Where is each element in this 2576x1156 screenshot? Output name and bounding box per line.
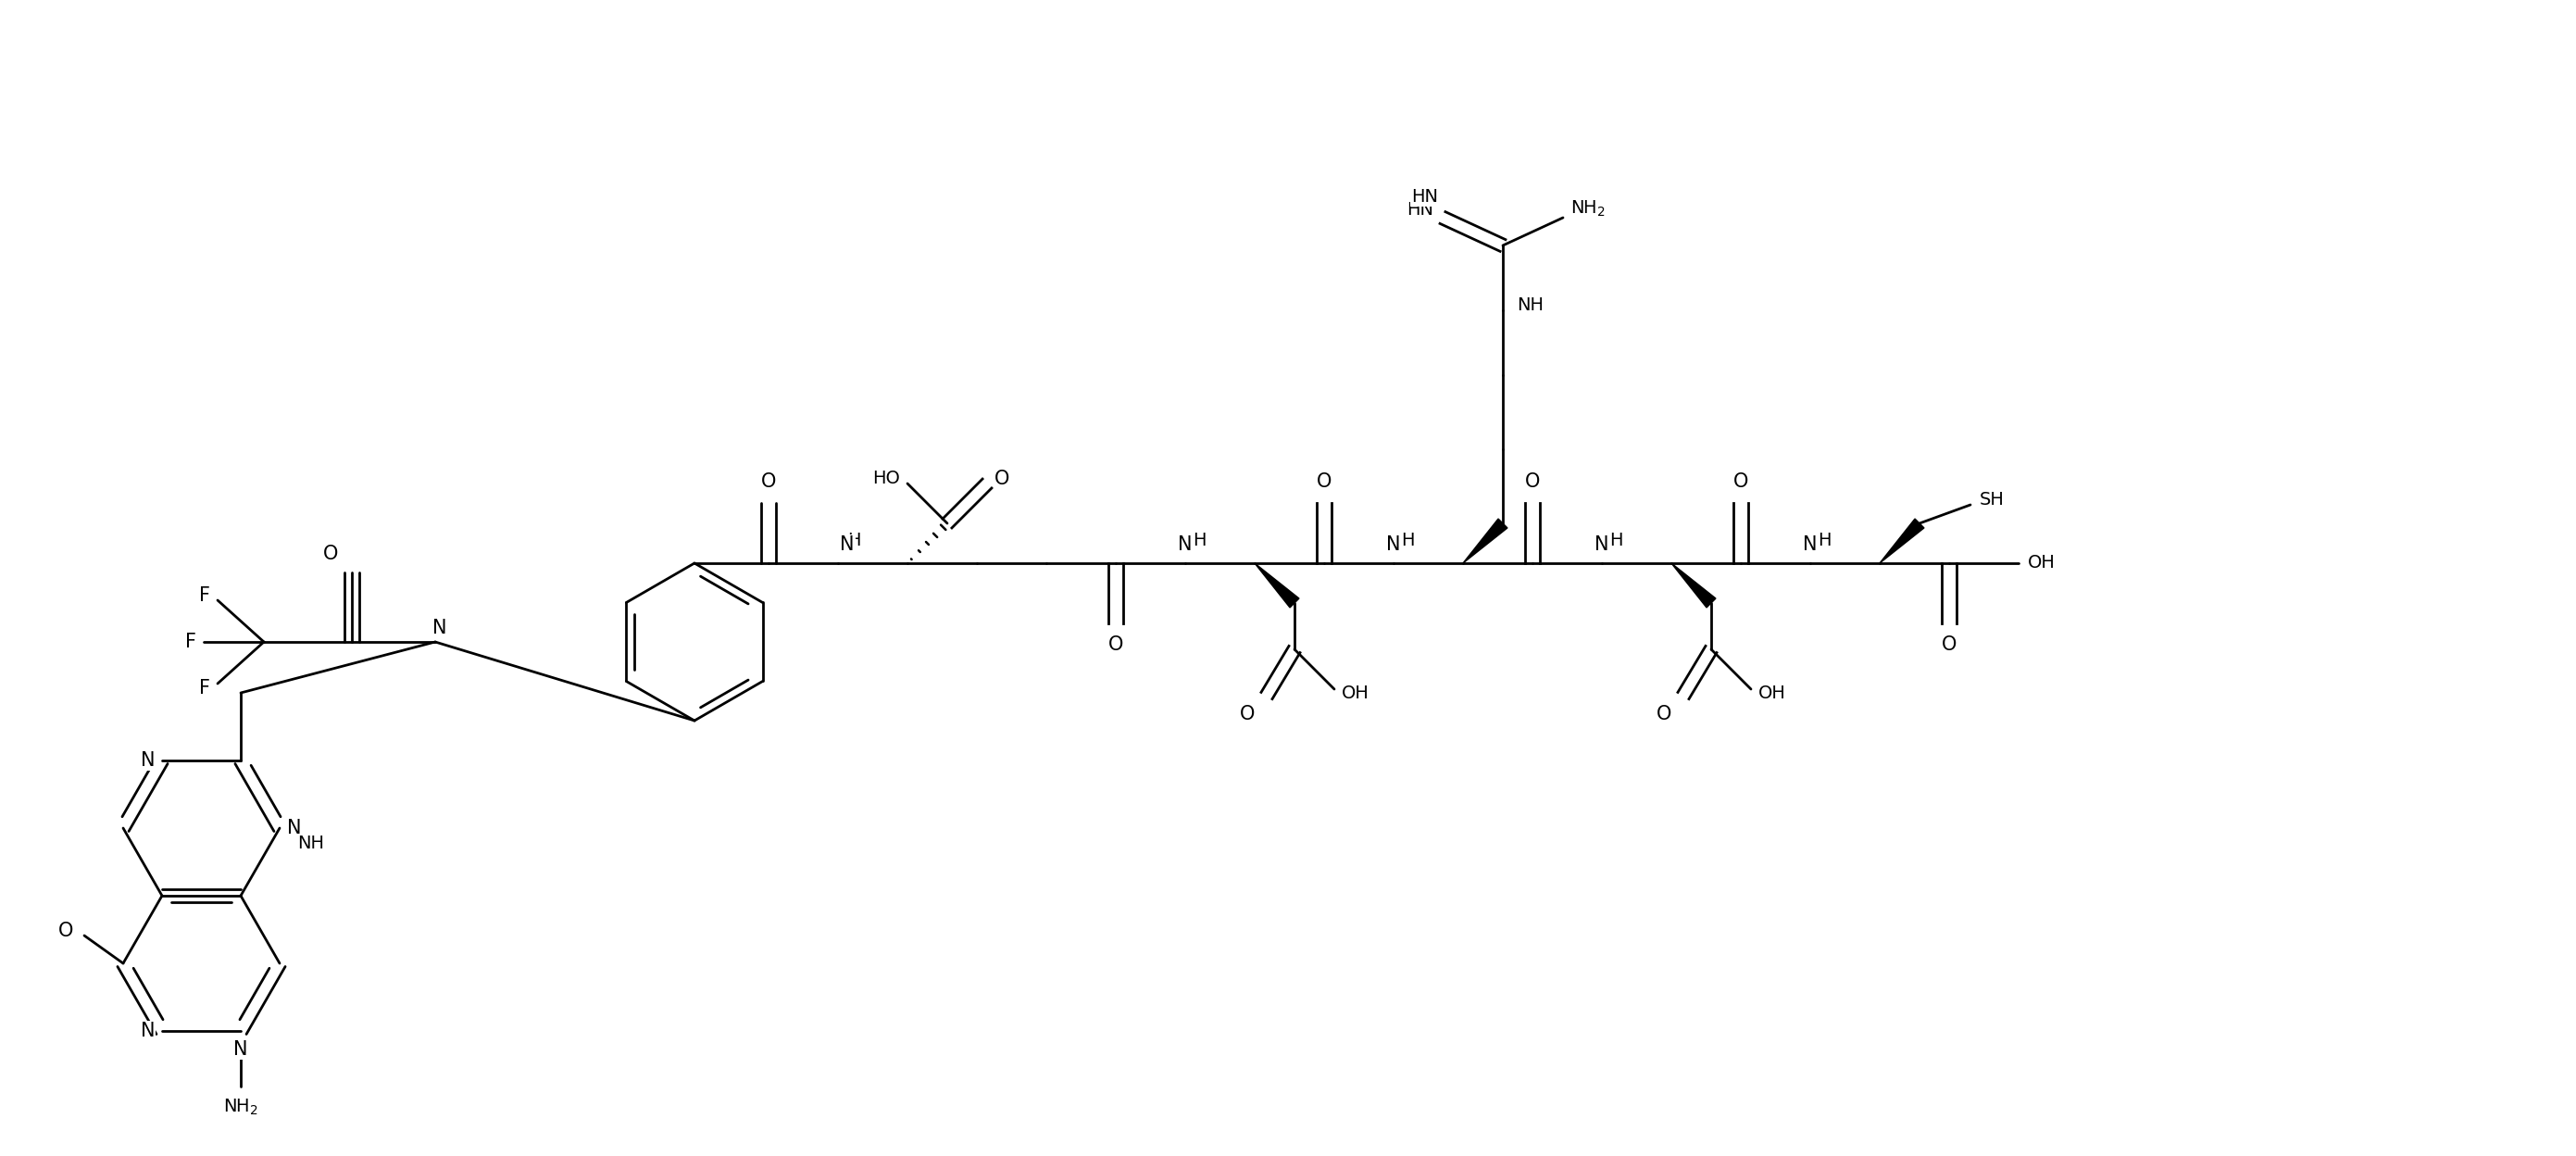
Text: O: O: [1734, 473, 1749, 491]
Text: N: N: [840, 535, 855, 554]
Text: N: N: [286, 818, 301, 837]
Text: HN: HN: [1412, 188, 1437, 206]
Polygon shape: [1880, 519, 1924, 563]
Text: O: O: [322, 544, 337, 563]
Text: F: F: [185, 632, 196, 651]
Text: SH: SH: [1981, 491, 2004, 509]
Polygon shape: [1463, 519, 1507, 563]
Text: OH: OH: [1342, 686, 1370, 703]
Text: O: O: [1239, 705, 1255, 724]
Text: N: N: [1177, 535, 1193, 554]
Text: OH: OH: [2027, 555, 2056, 572]
Text: N: N: [139, 751, 155, 770]
Text: N: N: [1595, 535, 1610, 554]
Text: H: H: [848, 532, 860, 549]
Polygon shape: [1255, 563, 1298, 608]
Text: O: O: [1942, 636, 1958, 654]
Polygon shape: [1672, 563, 1716, 608]
Text: NH$_2$: NH$_2$: [1571, 199, 1605, 218]
Text: N: N: [1386, 535, 1401, 554]
Text: OH: OH: [1759, 686, 1785, 703]
Text: HN: HN: [1406, 201, 1432, 220]
Text: F: F: [198, 586, 211, 605]
Text: HO: HO: [873, 470, 899, 488]
Text: H: H: [1819, 532, 1832, 549]
Text: N: N: [433, 618, 448, 637]
Text: NH: NH: [296, 835, 325, 852]
Text: F: F: [198, 679, 211, 697]
Text: H: H: [1193, 532, 1206, 549]
Text: N: N: [1803, 535, 1819, 554]
Text: H: H: [1401, 532, 1414, 549]
Text: O: O: [760, 473, 775, 491]
Text: O: O: [1108, 636, 1123, 654]
Text: O: O: [1656, 705, 1672, 724]
Text: O: O: [1316, 473, 1332, 491]
Text: NH: NH: [1517, 297, 1543, 314]
Text: O: O: [59, 921, 72, 940]
Text: O: O: [1525, 473, 1540, 491]
Text: N: N: [139, 1022, 155, 1040]
Text: N: N: [234, 1040, 247, 1059]
Text: NH$_2$: NH$_2$: [224, 1098, 258, 1118]
Text: O: O: [994, 469, 1010, 488]
Text: H: H: [1610, 532, 1623, 549]
